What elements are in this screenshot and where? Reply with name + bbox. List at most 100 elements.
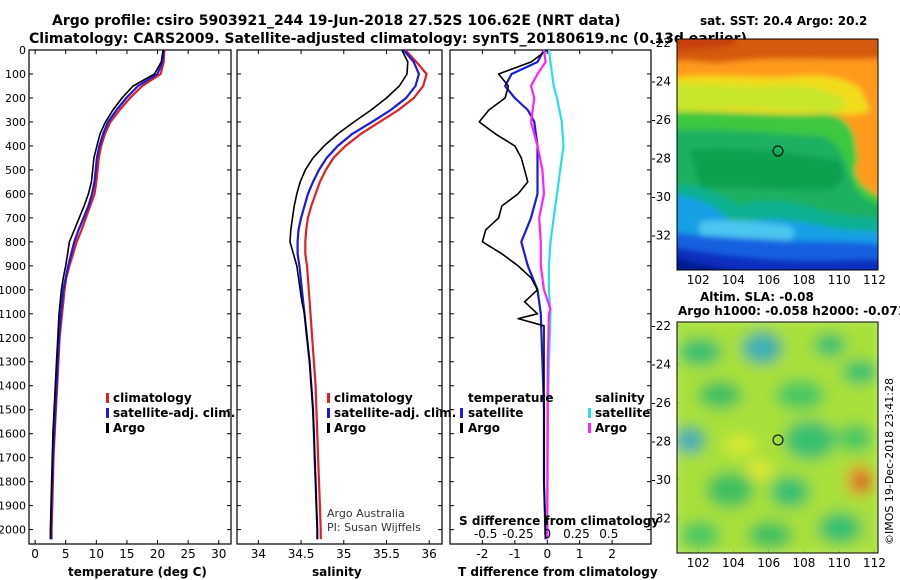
legend-label-s-satellite: satellite xyxy=(595,406,650,420)
x-tick-label: 34 xyxy=(251,547,266,561)
salinity-axis-label: salinity xyxy=(312,565,362,579)
legend-swatch-satellite-adj xyxy=(327,408,330,418)
map-y-tick-label: -32 xyxy=(651,228,671,242)
series-line-argo xyxy=(49,49,164,540)
sla-map-subtitle: Argo h1000: -0.058 h2000: -0.071 xyxy=(678,304,900,318)
map-x-tick-label: 104 xyxy=(722,556,745,570)
map-x-tick-label: 112 xyxy=(863,556,886,570)
y-tick-label: 1000 xyxy=(0,284,26,297)
legend-label-argo: Argo xyxy=(334,421,366,435)
x-tick-label: 15 xyxy=(119,547,134,561)
x2-tick-label: 0 xyxy=(543,527,551,541)
credit-argo-australia: Argo Australia xyxy=(327,507,405,520)
x-tick-label: 5 xyxy=(62,547,70,561)
map-x-tick-label: 104 xyxy=(722,273,745,287)
legend-label-climatology: climatology xyxy=(113,391,192,405)
salinity-plot xyxy=(289,49,428,540)
map-x-tick-label: 102 xyxy=(687,556,710,570)
x-tick-label: 35.5 xyxy=(373,547,400,561)
x-tick-label: 25 xyxy=(181,547,196,561)
legend-swatch-t-satellite xyxy=(460,408,463,418)
series-line-satellite xyxy=(546,49,565,540)
axes-layer: 0 5 10 15 20 25 300100200300400500600700800900… xyxy=(0,36,886,570)
figure-subtitle: Climatology: CARS2009. Satellite-adjuste… xyxy=(29,31,747,47)
temperature-panel-frame xyxy=(28,49,232,545)
map-x-tick-label: 110 xyxy=(828,273,851,287)
x-tick-label: 10 xyxy=(89,547,104,561)
temperature-legend: climatology satellite-adj. clim. Argo xyxy=(106,391,235,435)
x-tick-label: -2 xyxy=(476,547,488,561)
sla-heatmap xyxy=(677,322,878,553)
x-tick-label: 0 xyxy=(543,547,551,561)
series-line-satellite-adj-clim- xyxy=(49,49,165,540)
map-x-tick-label: 108 xyxy=(792,273,815,287)
legend-label-argo: Argo xyxy=(113,421,145,435)
legend-label-climatology: climatology xyxy=(334,391,413,405)
legend-swatch-climatology xyxy=(106,393,109,403)
series-line-argo xyxy=(529,49,552,540)
difference-panel-frame xyxy=(449,49,652,545)
map-y-tick-label: -28 xyxy=(651,434,671,448)
map-x-tick-label: 112 xyxy=(863,273,886,287)
series-line-argo xyxy=(478,49,548,540)
y-tick-label: 300 xyxy=(5,116,26,129)
map-x-tick-label: 110 xyxy=(828,556,851,570)
y-tick-label: 2000 xyxy=(0,524,26,537)
legend-swatch-argo xyxy=(106,423,109,433)
x-tick-label: 0 xyxy=(31,547,39,561)
x2-tick-label: -0.25 xyxy=(503,527,534,541)
map-y-tick-label: -22 xyxy=(651,319,671,333)
difference-plot xyxy=(478,49,565,540)
series-line-argo xyxy=(289,49,409,540)
map-x-tick-label: 102 xyxy=(687,273,710,287)
legend-swatch-s-satellite xyxy=(588,408,591,418)
map-y-tick-label: -22 xyxy=(651,36,671,50)
legend-label-t-argo: Argo xyxy=(468,421,500,435)
map-x-tick-label: 108 xyxy=(792,556,815,570)
map-y-tick-label: -30 xyxy=(651,473,671,487)
x-tick-label: 30 xyxy=(211,547,226,561)
y-tick-label: 1600 xyxy=(0,428,26,441)
y-tick-label: 1400 xyxy=(0,380,26,393)
series-line-climatology xyxy=(304,49,428,540)
x-tick-label: 1 xyxy=(576,547,584,561)
legend-label-t-satellite: satellite xyxy=(468,406,523,420)
legend-label-satellite-adj: satellite-adj. clim. xyxy=(334,406,456,420)
x2-tick-label: -0.5 xyxy=(474,527,497,541)
temperature-axis-label: temperature (deg C) xyxy=(68,565,207,579)
legend-title-temperature: temperature xyxy=(468,391,553,405)
y-tick-label: 900 xyxy=(5,260,26,273)
x-tick-label: -1 xyxy=(509,547,521,561)
x-tick-label: 35 xyxy=(336,547,351,561)
imos-timestamp: ©IMOS 19-Dec-2018 23:41:28 xyxy=(883,378,896,545)
legend-swatch-t-argo xyxy=(460,423,463,433)
map-y-tick-label: -26 xyxy=(651,396,671,410)
y-tick-label: 700 xyxy=(5,212,26,225)
y-tick-label: 100 xyxy=(5,68,26,81)
legend-label-satellite-adj: satellite-adj. clim. xyxy=(113,406,235,420)
salinity-legend: climatology satellite-adj. clim. Argo xyxy=(327,391,456,435)
sla-map-frame xyxy=(676,321,879,554)
y-tick-label: 200 xyxy=(5,92,26,105)
legend-label-s-argo: Argo xyxy=(595,421,627,435)
sst-heatmap xyxy=(677,39,878,270)
map-x-tick-label: 106 xyxy=(757,556,780,570)
map-y-tick-label: -24 xyxy=(651,74,671,88)
salinity-panel-frame xyxy=(236,49,443,545)
y-tick-label: 600 xyxy=(5,188,26,201)
y-tick-label: 1900 xyxy=(0,500,26,513)
x-tick-label: 36 xyxy=(422,547,437,561)
y-tick-label: 1200 xyxy=(0,332,26,345)
y-tick-label: 0 xyxy=(19,44,26,57)
y-tick-label: 1100 xyxy=(0,308,26,321)
map-x-tick-label: 106 xyxy=(757,273,780,287)
legend-swatch-s-argo xyxy=(588,423,591,433)
map-y-tick-label: -24 xyxy=(651,357,671,371)
y-tick-label: 500 xyxy=(5,164,26,177)
credit-pi: PI: Susan Wijffels xyxy=(327,521,421,534)
sla-float-marker xyxy=(772,434,784,446)
legend-swatch-climatology xyxy=(327,393,330,403)
sst-map-title: sat. SST: 20.4 Argo: 20.2 xyxy=(700,14,867,28)
sst-float-marker xyxy=(772,145,784,157)
